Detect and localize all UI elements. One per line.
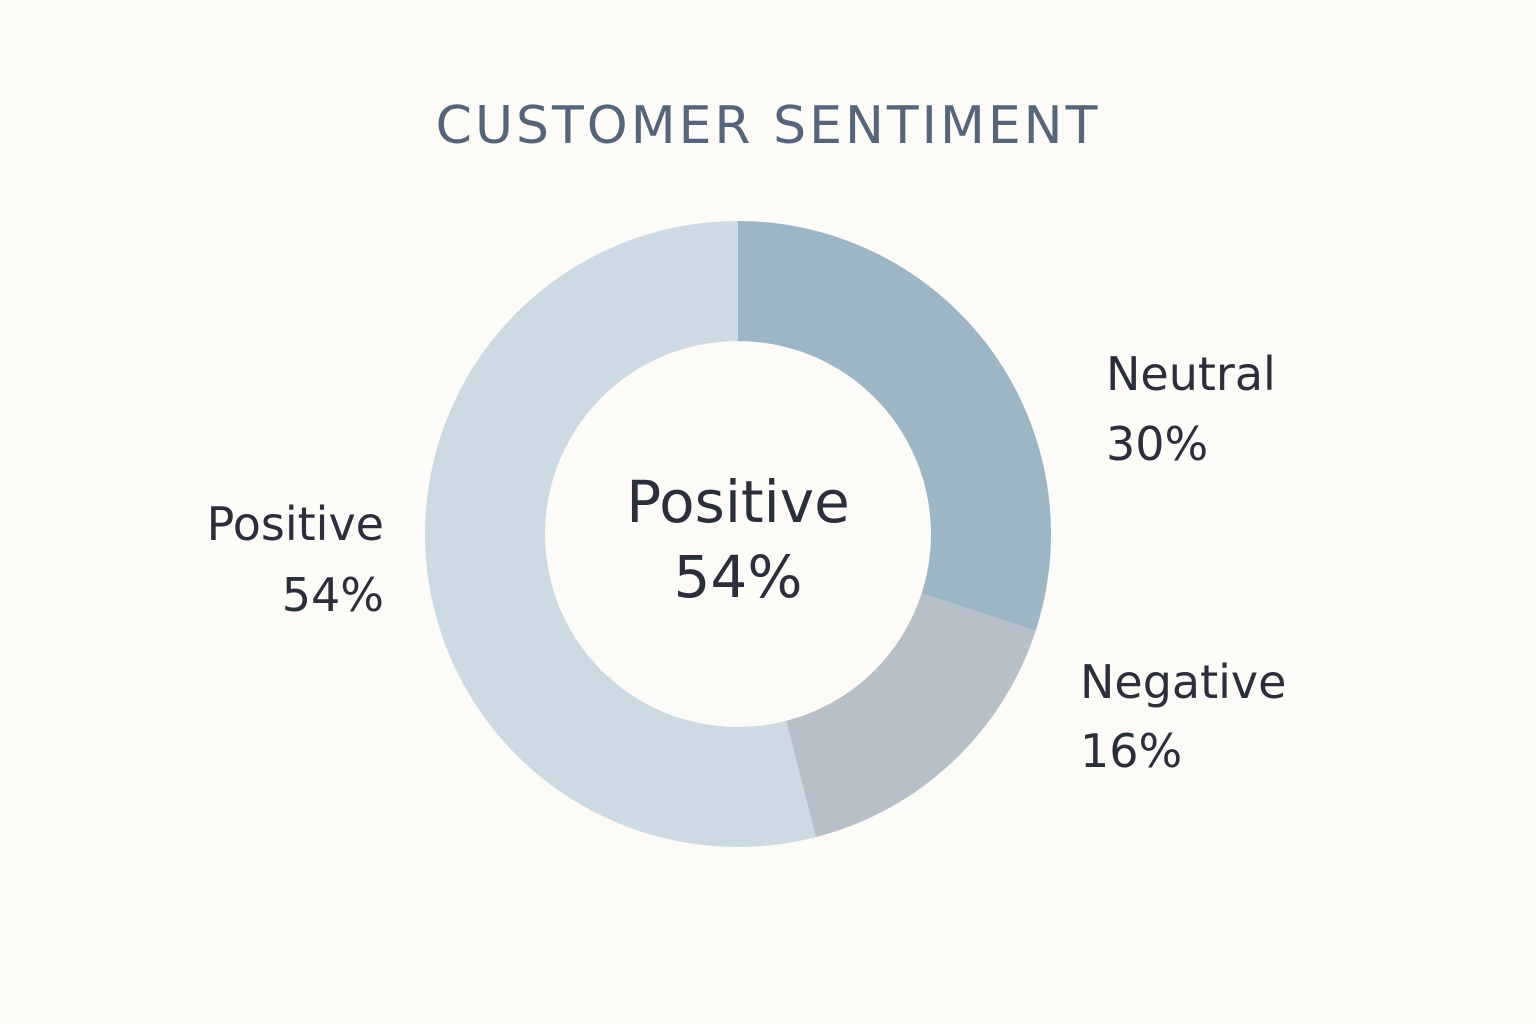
slice-value-negative: 16% (1080, 724, 1182, 778)
center-label: Positive (626, 468, 850, 536)
slice-negative (785, 593, 1036, 838)
slice-value-neutral: 30% (1106, 417, 1208, 471)
slice-label-negative: Negative (1080, 655, 1286, 709)
slice-label-neutral: Neutral (1106, 347, 1276, 401)
chart-title: CUSTOMER SENTIMENT (435, 96, 1101, 156)
slice-neutral (738, 221, 1051, 631)
donut-slices (424, 220, 1051, 847)
slice-value-positive: 54% (282, 568, 384, 622)
center-value: 54% (674, 543, 803, 611)
slice-positive (424, 220, 816, 847)
slice-label-positive: Positive (207, 497, 384, 551)
